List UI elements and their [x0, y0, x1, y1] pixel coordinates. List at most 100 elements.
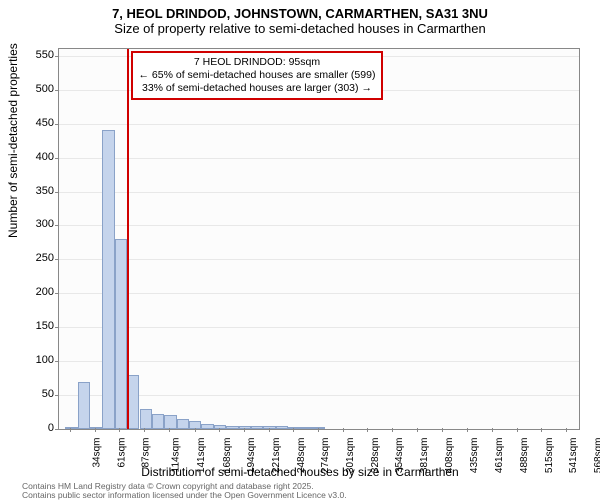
ytick-label: 200 — [14, 286, 54, 298]
xtick-mark — [119, 428, 120, 432]
xtick-mark — [318, 428, 319, 432]
xtick-label: 381sqm — [419, 438, 430, 474]
footer-attribution: Contains HM Land Registry data © Crown c… — [22, 482, 347, 500]
ytick-mark — [55, 259, 59, 260]
xtick-label: 194sqm — [246, 438, 257, 474]
ytick-mark — [55, 158, 59, 159]
bar — [127, 375, 139, 429]
bar — [239, 426, 251, 429]
gridline — [59, 192, 579, 193]
xtick-label: 61sqm — [117, 438, 128, 468]
ytick-label: 550 — [14, 49, 54, 61]
ytick-mark — [55, 293, 59, 294]
xtick-label: 141sqm — [197, 438, 208, 474]
xtick-mark — [269, 428, 270, 432]
bar — [140, 409, 152, 429]
ytick-label: 400 — [14, 151, 54, 163]
gridline — [59, 327, 579, 328]
ytick-mark — [55, 192, 59, 193]
xtick-mark — [195, 428, 196, 432]
xtick-mark — [442, 428, 443, 432]
xtick-label: 461sqm — [494, 438, 505, 474]
annotation-line1: 7 HEOL DRINDOD: 95sqm — [139, 56, 376, 69]
ytick-label: 300 — [14, 218, 54, 230]
xtick-label: 114sqm — [171, 438, 182, 473]
xtick-label: 274sqm — [320, 438, 331, 474]
xtick-mark — [343, 428, 344, 432]
bar — [276, 426, 288, 429]
ytick-mark — [55, 225, 59, 226]
xtick-label: 87sqm — [141, 438, 152, 468]
xtick-label: 541sqm — [568, 438, 579, 474]
gridline — [59, 361, 579, 362]
bar — [288, 427, 300, 429]
xtick-mark — [392, 428, 393, 432]
xtick-mark — [367, 428, 368, 432]
xtick-label: 168sqm — [222, 438, 233, 474]
ytick-label: 350 — [14, 185, 54, 197]
ytick-label: 500 — [14, 83, 54, 95]
title-line1: 7, HEOL DRINDOD, JOHNSTOWN, CARMARTHEN, … — [0, 0, 600, 21]
ytick-mark — [55, 56, 59, 57]
xtick-mark — [169, 428, 170, 432]
ytick-label: 250 — [14, 252, 54, 264]
plot-area: 7 HEOL DRINDOD: 95sqm← 65% of semi-detac… — [58, 48, 580, 430]
bar — [65, 427, 77, 429]
xtick-label: 221sqm — [271, 438, 282, 474]
xtick-mark — [541, 428, 542, 432]
gridline — [59, 293, 579, 294]
ytick-label: 50 — [14, 388, 54, 400]
xtick-label: 354sqm — [394, 438, 405, 474]
bar — [300, 427, 312, 429]
ytick-label: 100 — [14, 354, 54, 366]
ytick-mark — [55, 90, 59, 91]
xtick-mark — [417, 428, 418, 432]
ytick-mark — [55, 395, 59, 396]
xtick-mark — [219, 428, 220, 432]
xtick-label: 435sqm — [470, 438, 481, 474]
bar — [164, 415, 176, 429]
bar — [251, 426, 263, 429]
marker-line — [127, 49, 129, 429]
gridline — [59, 158, 579, 159]
xtick-mark — [95, 428, 96, 432]
xtick-label: 248sqm — [296, 438, 307, 474]
bar — [177, 419, 189, 429]
ytick-label: 450 — [14, 117, 54, 129]
bar — [201, 424, 213, 429]
ytick-label: 0 — [14, 422, 54, 434]
ytick-mark — [55, 327, 59, 328]
annotation-box: 7 HEOL DRINDOD: 95sqm← 65% of semi-detac… — [131, 51, 384, 100]
xtick-mark — [566, 428, 567, 432]
xtick-label: 34sqm — [92, 438, 103, 468]
xtick-mark — [293, 428, 294, 432]
bar — [152, 414, 164, 429]
xtick-mark — [517, 428, 518, 432]
bar — [78, 382, 90, 430]
bar — [226, 426, 238, 429]
gridline — [59, 259, 579, 260]
title-line2: Size of property relative to semi-detach… — [0, 21, 600, 40]
xtick-label: 515sqm — [544, 438, 555, 474]
ytick-label: 150 — [14, 320, 54, 332]
yaxis-label: Number of semi-detached properties — [6, 43, 20, 238]
xtick-mark — [244, 428, 245, 432]
xtick-mark — [492, 428, 493, 432]
ytick-mark — [55, 361, 59, 362]
xtick-label: 488sqm — [519, 438, 530, 474]
annotation-line3: 33% of semi-detached houses are larger (… — [139, 82, 376, 95]
xtick-mark — [467, 428, 468, 432]
xtick-label: 301sqm — [345, 438, 356, 474]
ytick-mark — [55, 429, 59, 430]
xtick-mark — [144, 428, 145, 432]
bar — [115, 239, 127, 429]
footer-line2: Contains public sector information licen… — [22, 491, 347, 500]
gridline — [59, 124, 579, 125]
ytick-mark — [55, 124, 59, 125]
annotation-line2: ← 65% of semi-detached houses are smalle… — [139, 69, 376, 82]
xtick-mark — [70, 428, 71, 432]
bar — [214, 425, 226, 429]
xtick-label: 568sqm — [593, 438, 600, 474]
gridline — [59, 225, 579, 226]
bar — [102, 130, 114, 429]
